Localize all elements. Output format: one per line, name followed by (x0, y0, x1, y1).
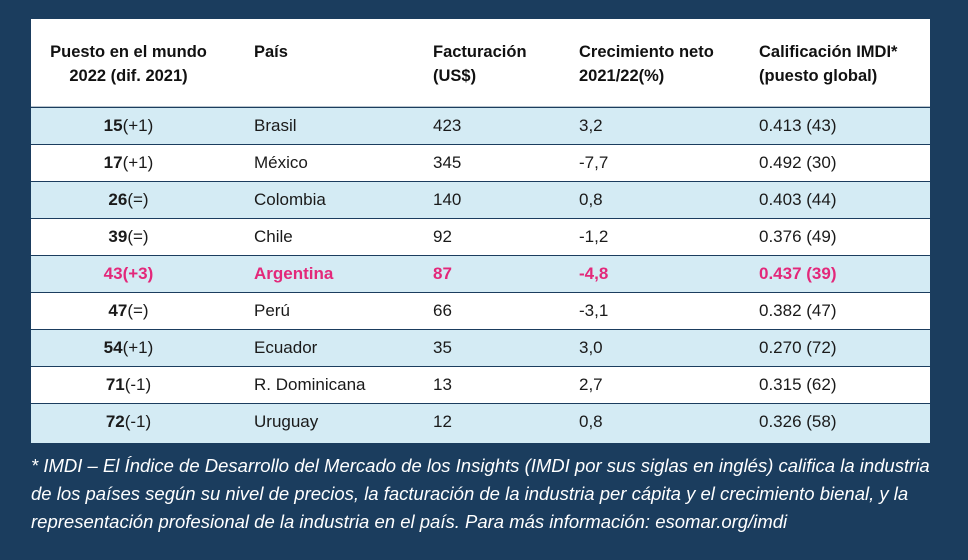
table-row: 47(=) Perú 66 -3,1 0.382 (47) (31, 292, 930, 329)
table-row-highlighted: 43(+3) Argentina 87 -4,8 0.437 (39) (31, 255, 930, 292)
rank-cell: 47(=) (31, 293, 226, 329)
growth-cell: 0,8 (579, 190, 603, 209)
table-row: 26(=) Colombia 140 0,8 0.403 (44) (31, 181, 930, 218)
country-cell: Chile (254, 227, 293, 246)
imdi-cell: 0.413 (43) (759, 116, 837, 135)
revenue-cell: 35 (433, 338, 452, 357)
imdi-cell: 0.382 (47) (759, 301, 837, 320)
country-cell: Perú (254, 301, 290, 320)
rank-diff: (+1) (122, 153, 154, 172)
rank-number: 54 (103, 338, 123, 357)
country-cell: Argentina (254, 264, 334, 283)
revenue-cell: 345 (433, 153, 462, 172)
imdi-cell: 0.315 (62) (759, 375, 837, 394)
rank-number: 26 (108, 190, 128, 209)
rank-cell: 43(+3) (31, 256, 226, 292)
table-row: 54(+1) Ecuador 35 3,0 0.270 (72) (31, 329, 930, 366)
rank-diff: (=) (127, 190, 149, 209)
rank-number: 43 (103, 264, 123, 283)
rank-diff: (=) (127, 227, 149, 246)
imdi-footnote: * IMDI – El Índice de Desarrollo del Mer… (31, 455, 930, 532)
revenue-cell: 13 (433, 375, 452, 394)
revenue-cell: 92 (433, 227, 452, 246)
rank-cell: 17(+1) (31, 145, 226, 181)
rank-cell: 39(=) (31, 219, 226, 255)
header-rank: Puesto en el mundo 2022 (dif. 2021) (50, 43, 207, 85)
rank-number: 72 (105, 412, 125, 431)
rank-number: 15 (103, 116, 123, 135)
header-country: País (254, 43, 288, 61)
growth-cell: 0,8 (579, 412, 603, 431)
rank-number: 39 (108, 227, 128, 246)
growth-cell: -4,8 (579, 264, 609, 283)
table-row: 39(=) Chile 92 -1,2 0.376 (49) (31, 218, 930, 255)
table-row: 71(-1) R. Dominicana 13 2,7 0.315 (62) (31, 366, 930, 403)
imdi-cell: 0.326 (58) (759, 412, 837, 431)
imdi-cell: 0.492 (30) (759, 153, 837, 172)
rank-number: 17 (103, 153, 123, 172)
country-cell: México (254, 153, 308, 172)
country-cell: R. Dominicana (254, 375, 366, 394)
growth-cell: -3,1 (579, 301, 609, 320)
revenue-cell: 87 (433, 264, 452, 283)
country-cell: Brasil (254, 116, 297, 135)
growth-cell: 3,0 (579, 338, 603, 357)
rank-diff: (+3) (122, 264, 154, 283)
table-row: 17(+1) México 345 -7,7 0.492 (30) (31, 144, 930, 181)
country-cell: Ecuador (254, 338, 318, 357)
imdi-cell: 0.437 (39) (759, 264, 837, 283)
growth-cell: -1,2 (579, 227, 609, 246)
growth-cell: -7,7 (579, 153, 609, 172)
table-header: Puesto en el mundo 2022 (dif. 2021) País… (31, 19, 930, 109)
rank-number: 71 (105, 375, 125, 394)
rank-cell: 54(+1) (31, 330, 226, 366)
country-cell: Colombia (254, 190, 326, 209)
imdi-cell: 0.403 (44) (759, 190, 837, 209)
header-growth: Crecimiento neto 2021/22(%) (579, 43, 714, 85)
revenue-cell: 12 (433, 412, 452, 431)
ranking-table: Puesto en el mundo 2022 (dif. 2021) País… (31, 19, 930, 443)
rank-cell: 15(+1) (31, 108, 226, 144)
growth-cell: 2,7 (579, 375, 603, 394)
rank-number: 47 (108, 301, 128, 320)
table-row: 15(+1) Brasil 423 3,2 0.413 (43) (31, 107, 930, 144)
header-revenue: Facturación (US$) (433, 43, 527, 85)
table-row: 72(-1) Uruguay 12 0,8 0.326 (58) (31, 403, 930, 443)
rank-diff: (-1) (124, 412, 152, 431)
country-cell: Uruguay (254, 412, 319, 431)
growth-cell: 3,2 (579, 116, 603, 135)
header-imdi: Calificación IMDI* (puesto global) (759, 43, 898, 85)
imdi-cell: 0.376 (49) (759, 227, 837, 246)
rank-diff: (=) (127, 301, 149, 320)
rank-diff: (+1) (122, 338, 154, 357)
rank-cell: 71(-1) (31, 367, 226, 403)
rank-diff: (-1) (124, 375, 152, 394)
revenue-cell: 140 (433, 190, 462, 209)
rank-cell: 72(-1) (31, 404, 226, 440)
revenue-cell: 423 (433, 116, 462, 135)
rank-diff: (+1) (122, 116, 154, 135)
rank-cell: 26(=) (31, 182, 226, 218)
imdi-cell: 0.270 (72) (759, 338, 837, 357)
revenue-cell: 66 (433, 301, 452, 320)
